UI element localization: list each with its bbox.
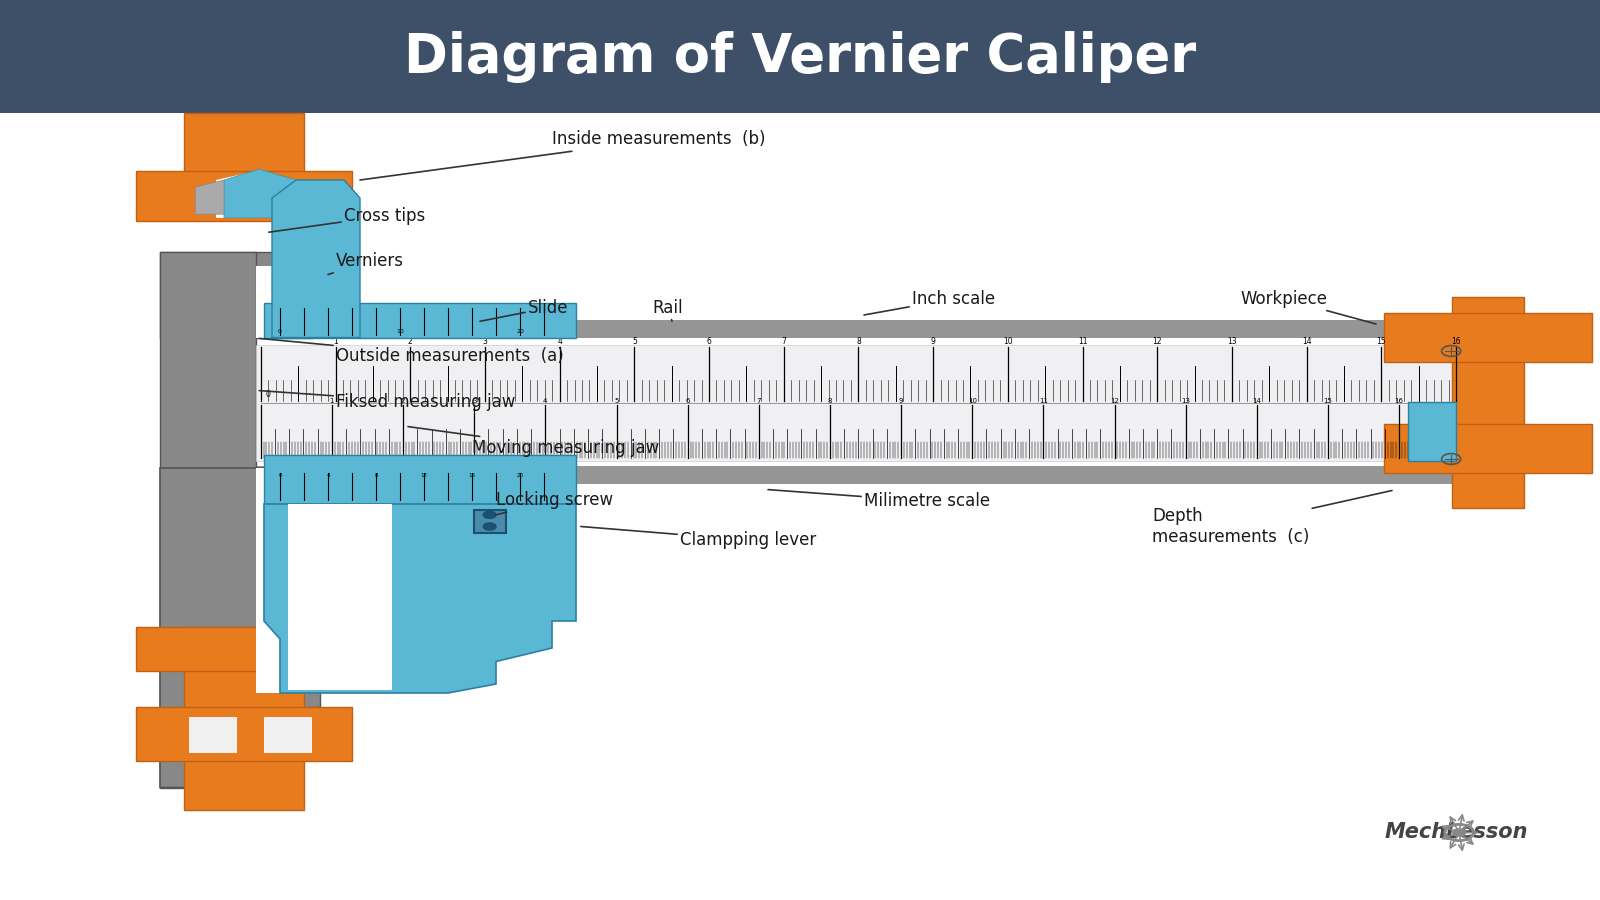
Text: 6: 6: [685, 398, 690, 403]
Text: 10: 10: [397, 328, 403, 334]
Polygon shape: [256, 466, 1464, 484]
Polygon shape: [256, 345, 1464, 461]
Text: Milimetre scale: Milimetre scale: [768, 490, 990, 510]
Text: 7: 7: [757, 398, 762, 403]
Text: 11: 11: [1038, 398, 1048, 403]
Text: 2: 2: [402, 398, 405, 403]
Text: MechLesson: MechLesson: [1384, 823, 1528, 842]
Text: Outside measurements  (a): Outside measurements (a): [259, 338, 563, 365]
Text: 1: 1: [333, 337, 338, 346]
Text: 8: 8: [374, 473, 378, 479]
Text: 6: 6: [707, 337, 712, 346]
Polygon shape: [264, 303, 576, 338]
Polygon shape: [272, 180, 360, 338]
Text: 20: 20: [517, 473, 523, 479]
Polygon shape: [1384, 313, 1592, 362]
Polygon shape: [216, 171, 296, 218]
Polygon shape: [184, 112, 304, 189]
Text: Diagram of Vernier Caliper: Diagram of Vernier Caliper: [403, 31, 1197, 83]
Text: 7: 7: [781, 337, 786, 346]
Text: 14: 14: [1253, 398, 1261, 403]
Polygon shape: [0, 0, 1600, 112]
Circle shape: [483, 523, 496, 530]
Polygon shape: [160, 468, 320, 788]
Text: 0: 0: [278, 328, 282, 334]
Text: 12: 12: [1110, 398, 1118, 403]
Polygon shape: [136, 171, 352, 220]
Text: Cross tips: Cross tips: [269, 207, 426, 232]
Text: 4: 4: [542, 398, 547, 403]
Polygon shape: [474, 510, 506, 533]
Text: 10: 10: [968, 398, 976, 403]
Polygon shape: [256, 320, 1464, 338]
Circle shape: [483, 511, 496, 518]
Polygon shape: [264, 454, 576, 504]
Text: 1: 1: [330, 398, 334, 403]
Polygon shape: [1384, 425, 1592, 473]
Text: Depth
measurements  (c): Depth measurements (c): [1152, 491, 1392, 546]
Circle shape: [1453, 829, 1466, 836]
Polygon shape: [256, 468, 360, 693]
Text: 10: 10: [1003, 337, 1013, 346]
Text: Verniers: Verniers: [328, 252, 403, 274]
Polygon shape: [184, 648, 304, 810]
Text: 5: 5: [614, 398, 619, 403]
Text: 0: 0: [266, 391, 270, 400]
Polygon shape: [288, 504, 392, 690]
Text: 5: 5: [632, 337, 637, 346]
Polygon shape: [264, 504, 576, 693]
Text: 9: 9: [899, 398, 904, 403]
Text: 8: 8: [856, 337, 861, 346]
Polygon shape: [160, 252, 256, 468]
Polygon shape: [136, 706, 352, 760]
Text: 15: 15: [1376, 337, 1386, 346]
Text: Moving measuring jaw: Moving measuring jaw: [408, 427, 659, 457]
Text: Workpiece: Workpiece: [1240, 290, 1376, 324]
Text: 4: 4: [326, 473, 330, 479]
Text: 16: 16: [1395, 398, 1403, 403]
Text: 16: 16: [1451, 337, 1461, 346]
Text: 0: 0: [278, 473, 282, 479]
Text: 4: 4: [557, 337, 562, 346]
Text: 8: 8: [827, 398, 832, 403]
Polygon shape: [1408, 402, 1456, 461]
Polygon shape: [224, 169, 296, 218]
Text: 2: 2: [408, 337, 413, 346]
Polygon shape: [136, 627, 352, 670]
Polygon shape: [195, 180, 224, 214]
Text: 13: 13: [1181, 398, 1190, 403]
Text: Fiksed measuring jaw: Fiksed measuring jaw: [259, 391, 515, 411]
Text: 16: 16: [469, 473, 475, 479]
Text: 12: 12: [421, 473, 427, 479]
Text: 3: 3: [483, 337, 488, 346]
Text: 9: 9: [931, 337, 936, 346]
Polygon shape: [256, 266, 312, 338]
Text: Locking screw: Locking screw: [496, 491, 613, 515]
Text: 20: 20: [517, 328, 523, 334]
Polygon shape: [1453, 297, 1525, 508]
Polygon shape: [189, 717, 237, 753]
Polygon shape: [160, 468, 296, 788]
Text: 3: 3: [472, 398, 477, 403]
Polygon shape: [264, 717, 312, 753]
Text: 11: 11: [1078, 337, 1088, 346]
Text: 14: 14: [1302, 337, 1312, 346]
Text: 12: 12: [1152, 337, 1162, 346]
Text: Clampping lever: Clampping lever: [581, 526, 816, 549]
Text: Inch scale: Inch scale: [864, 290, 995, 315]
Text: 15: 15: [1323, 398, 1333, 403]
Polygon shape: [184, 627, 304, 650]
Text: Rail: Rail: [653, 299, 683, 321]
Text: 13: 13: [1227, 337, 1237, 346]
Text: Inside measurements  (b): Inside measurements (b): [360, 130, 765, 180]
Text: Slide: Slide: [480, 299, 568, 321]
Polygon shape: [160, 252, 312, 338]
